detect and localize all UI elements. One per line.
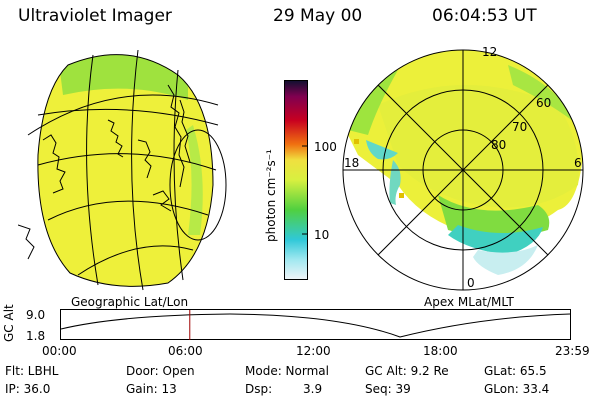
gain-status: Gain: 13 [126, 382, 177, 396]
alt-plot-ylabel: GC Alt [2, 304, 16, 342]
glat-status: GLat: 65.5 [484, 364, 547, 378]
alt-plot-xtick-2359: 23:59 [555, 344, 590, 358]
gc-alt-status: GC Alt: 9.2 Re [365, 364, 449, 378]
lat-70-label: 70 [512, 120, 528, 134]
colorbar-unit-label: photon cm⁻²s⁻¹ [264, 149, 278, 242]
mlt-12-label: 12 [482, 45, 498, 59]
ip-status: IP: 36.0 [5, 382, 51, 396]
time-label: 06:04:53 UT [432, 6, 537, 26]
alt-plot-xtick-1200: 12:00 [296, 344, 331, 358]
dsp-value: 3.9 [303, 382, 323, 396]
mlt-0-label: 0 [467, 276, 475, 290]
dsp-label: Dsp: [245, 382, 273, 396]
door-status: Door: Open [126, 364, 195, 378]
colorbar-tick-10: 10 [314, 228, 330, 242]
altitude-plot [60, 309, 571, 340]
seq-status: Seq: 39 [365, 382, 411, 396]
glon-status: GLon: 33.4 [484, 382, 550, 396]
mlt-6-label: 6 [574, 156, 582, 170]
alt-plot-ytick-top: 9.0 [26, 308, 46, 322]
alt-plot-xtick-1800: 18:00 [423, 344, 458, 358]
filter-status: Flt: LBHL [5, 364, 59, 378]
lat-60-label: 60 [536, 96, 552, 110]
mlt-18-label: 18 [344, 156, 360, 170]
lat-80-label: 80 [491, 138, 507, 152]
geographic-caption: Geographic Lat/Lon [71, 295, 189, 309]
alt-plot-xtick-0000: 00:00 [42, 344, 77, 358]
polar-plot [342, 49, 584, 291]
date-label: 29 May 00 [273, 6, 363, 26]
app-title: Ultraviolet Imager [18, 6, 172, 26]
alt-plot-xtick-0600: 06:00 [168, 344, 203, 358]
geographic-image [18, 49, 227, 291]
mode-status: Mode: Normal [245, 364, 329, 378]
colorbar [284, 80, 308, 280]
apex-caption: Apex MLat/MLT [424, 295, 514, 309]
alt-plot-ytick-bottom: 1.8 [26, 329, 46, 343]
colorbar-tick-100: 100 [314, 140, 337, 154]
